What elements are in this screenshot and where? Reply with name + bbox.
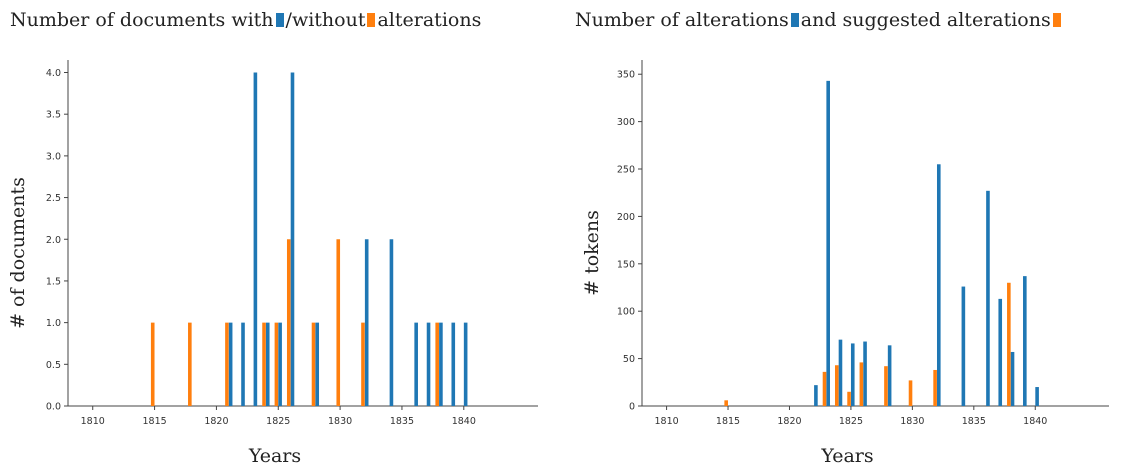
y-tick-label: 250 — [617, 165, 635, 176]
y-axis-title: # tokens — [581, 210, 603, 296]
bar-orange — [884, 366, 888, 406]
bar-blue — [936, 164, 941, 406]
bar-blue — [228, 322, 233, 406]
y-tick-label: 1.0 — [46, 318, 61, 329]
y-tick-label: 350 — [617, 70, 635, 81]
bar-blue — [290, 72, 295, 406]
x-tick-label: 1810 — [654, 416, 678, 427]
bar-blue — [463, 322, 468, 406]
bar-blue — [414, 322, 418, 406]
chart-title: Number of alterations and suggested alter… — [575, 9, 1063, 31]
alterations-bar-chart: 0 50 100 150 200 250 300 350 1810 1815 1820 1825 183… — [581, 60, 1109, 467]
chart-title-part1: Number of alterations — [575, 9, 789, 31]
bar-blue — [1010, 351, 1015, 406]
x-tick-label: 1820 — [204, 416, 228, 427]
x-axis-title: Years — [820, 445, 873, 467]
bar-blue — [826, 80, 830, 406]
bar-blue — [863, 341, 867, 406]
bar-orange — [274, 322, 279, 406]
y-tick-label: 3.0 — [46, 151, 61, 162]
bar-blue — [850, 343, 855, 406]
bar-orange — [286, 239, 291, 406]
bar-blue — [241, 322, 245, 406]
y-tick-label: 0 — [629, 402, 635, 413]
chart-title-part1: Number of documents with — [10, 9, 274, 31]
legend-swatch-orange — [367, 13, 376, 27]
y-tick-label: 4.0 — [46, 68, 61, 79]
y-tick-label: 2.5 — [46, 193, 61, 204]
y-tick-label: 100 — [617, 307, 635, 318]
bar-orange — [311, 322, 316, 406]
bar-blue — [265, 322, 270, 406]
y-tick-label: 2.0 — [46, 235, 61, 246]
x-tick-label: 1825 — [839, 416, 863, 427]
y-tick-label: 1.5 — [46, 276, 61, 287]
bar-blue — [1035, 387, 1039, 406]
legend-swatch-blue — [790, 13, 799, 27]
bar-orange — [724, 400, 728, 406]
bar-orange — [336, 239, 341, 406]
bar-orange — [908, 380, 913, 406]
bar-blue — [426, 322, 431, 406]
x-tick-label: 1810 — [81, 416, 105, 427]
y-axis-title: # of documents — [7, 177, 29, 329]
bar-blue — [814, 385, 818, 406]
chart-title-part3: alterations — [377, 9, 482, 31]
bar-blue — [253, 72, 258, 406]
bar-blue — [986, 190, 990, 406]
y-tick-label: 3.5 — [46, 110, 61, 121]
x-tick-label: 1835 — [962, 416, 986, 427]
bar-orange — [150, 322, 155, 406]
bar-orange — [435, 322, 439, 406]
bar-orange — [1007, 282, 1011, 406]
legend-swatch-blue — [275, 13, 284, 27]
y-tick-label: 300 — [617, 117, 635, 128]
bar-orange — [225, 322, 229, 406]
chart-panel-alterations: Number of alterations and suggested alter… — [565, 0, 1125, 468]
y-tick-label: 150 — [617, 259, 635, 270]
bar-blue — [887, 345, 892, 406]
x-tick-label: 1815 — [142, 416, 166, 427]
bar-orange — [834, 365, 839, 406]
bar-orange — [262, 322, 266, 406]
bar-blue — [961, 286, 966, 406]
bar-blue — [439, 322, 443, 406]
x-tick-label: 1830 — [328, 416, 352, 427]
bar-orange — [822, 371, 827, 406]
bar-blue — [451, 322, 456, 406]
bar-blue — [364, 239, 369, 406]
x-tick-label: 1835 — [390, 416, 414, 427]
chart-title-part2: /without — [285, 9, 366, 31]
x-tick-label: 1815 — [716, 416, 740, 427]
bar-blue — [389, 239, 394, 406]
bar-orange — [933, 369, 937, 406]
bar-orange — [847, 391, 851, 406]
y-tick-label: 0.0 — [46, 402, 61, 413]
chart-title: Number of documents with/without alterati… — [10, 9, 481, 31]
x-tick-label: 1820 — [777, 416, 801, 427]
bar-blue — [278, 322, 282, 406]
x-tick-label: 1840 — [452, 416, 476, 427]
bar-blue — [998, 298, 1003, 406]
y-tick-label: 0.5 — [46, 360, 61, 371]
legend-swatch-orange — [1052, 13, 1061, 27]
x-axis-title: Years — [248, 445, 301, 467]
chart-panel-documents: Number of documents with/without alterati… — [0, 0, 560, 468]
bar-orange — [361, 322, 365, 406]
bar-orange — [188, 322, 192, 406]
bar-orange — [859, 362, 864, 406]
x-tick-label: 1840 — [1023, 416, 1047, 427]
x-tick-label: 1830 — [900, 416, 924, 427]
documents-bar-chart: 0.0 0.5 1.0 1.5 2.0 2.5 3.0 3.5 4.0 1810 1815 1820 1… — [7, 60, 538, 467]
bar-blue — [315, 322, 320, 406]
y-tick-label: 50 — [623, 354, 635, 365]
x-tick-label: 1825 — [266, 416, 290, 427]
bar-blue — [838, 339, 843, 406]
bar-blue — [1023, 276, 1027, 406]
y-tick-label: 200 — [617, 212, 635, 223]
chart-title-part2: and suggested alterations — [800, 9, 1051, 31]
